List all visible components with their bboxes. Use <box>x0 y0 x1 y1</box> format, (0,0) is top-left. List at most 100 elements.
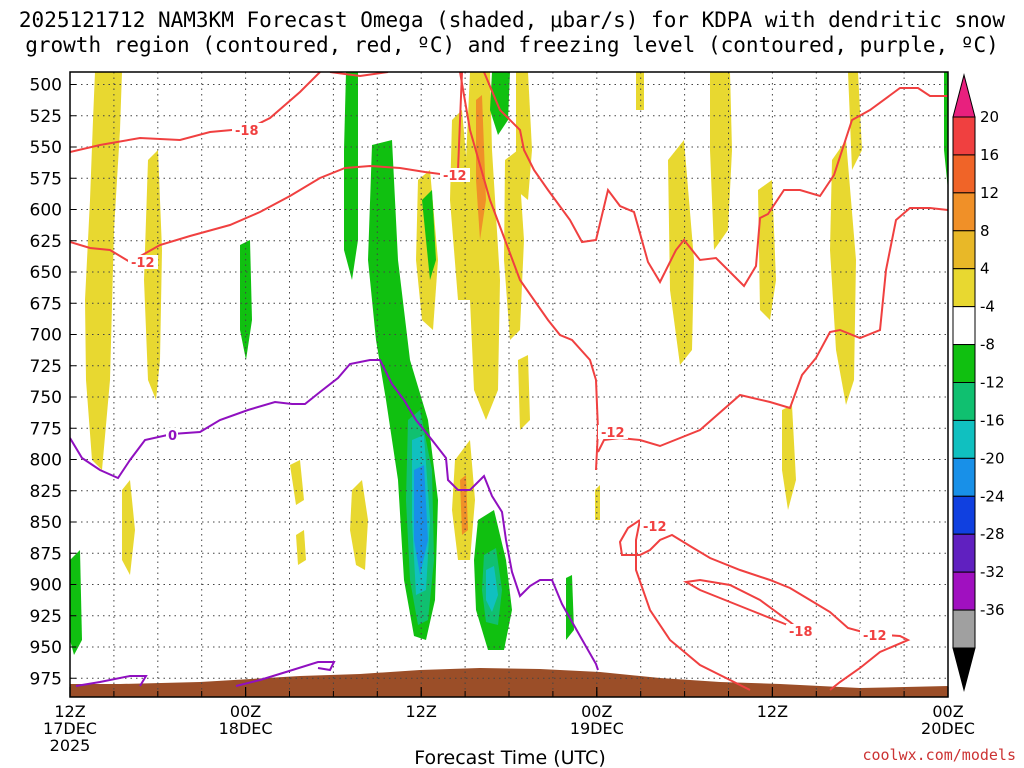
contour-label-red: -18 <box>789 625 813 640</box>
x-tick-label: 00Z <box>230 702 261 721</box>
contour-label-red: -12 <box>601 426 625 441</box>
contour-line-red <box>483 72 948 288</box>
omega-shade-region <box>944 72 948 190</box>
y-tick-label: 525 <box>30 107 62 127</box>
omega-shade-region <box>758 180 776 320</box>
contour-label-red: -12 <box>643 520 667 535</box>
omega-shade-region <box>710 72 732 250</box>
x-tick-label: 12Z <box>406 702 437 721</box>
colorbar-label: 16 <box>980 146 999 164</box>
omega-shade-region <box>668 140 694 365</box>
contour-label-red: -12 <box>443 169 467 184</box>
colorbar-label: 12 <box>980 184 999 202</box>
colorbar-label: -12 <box>980 374 1005 392</box>
omega-shade-region <box>486 566 498 612</box>
contour-line-red <box>459 72 600 471</box>
contour-label-red: -12 <box>863 629 887 644</box>
colorbar-label: 8 <box>980 222 990 240</box>
y-tick-label: 950 <box>30 638 62 658</box>
contour-line-red <box>70 72 321 153</box>
omega-shade-region <box>344 72 358 280</box>
colorbar-label: -4 <box>980 298 995 316</box>
colorbar-arrow-top <box>952 73 976 118</box>
contour-line-purple <box>70 359 599 671</box>
credit-text: coolwx.com/models <box>862 746 1016 764</box>
omega-shade-region <box>830 140 856 405</box>
colorbar-segment <box>952 609 976 649</box>
x-tick-label: 00Z <box>932 702 963 721</box>
y-tick-label: 850 <box>30 513 62 533</box>
colorbar-label: -16 <box>980 411 1005 429</box>
x-tick-label: 19DEC <box>570 719 624 738</box>
colorbar-segment <box>952 457 976 497</box>
colorbar-segment <box>952 230 976 270</box>
colorbar-label: -24 <box>980 487 1005 505</box>
contour-label-red: -12 <box>131 256 155 271</box>
omega-shade-region <box>636 72 644 110</box>
x-tick-label: 2025 <box>50 736 91 755</box>
omega-shade-region <box>122 480 135 575</box>
freezing-level-contours <box>70 359 599 687</box>
y-tick-label: 700 <box>30 326 62 346</box>
omega-shade-region <box>782 405 796 510</box>
colorbar-segment <box>952 306 976 346</box>
dendritic-contours <box>70 72 948 691</box>
contour-line-red <box>329 72 389 78</box>
chart-grid <box>70 72 948 697</box>
contour-line-red <box>597 207 948 453</box>
colorbar-label: -28 <box>980 525 1005 543</box>
contour-line-red <box>618 519 911 691</box>
omega-shade-region <box>450 110 470 300</box>
y-tick-label: 800 <box>30 451 62 471</box>
chart-title-line1: 2025121712 NAM3KM Forecast Omega (shaded… <box>18 8 1006 32</box>
omega-shade-region <box>350 480 368 570</box>
contour-line-red <box>635 519 751 691</box>
x-tick-label: 17DEC <box>43 719 97 738</box>
omega-shade-region <box>595 485 600 520</box>
colorbar-arrow-bottom <box>952 647 976 692</box>
contour-line-purple <box>235 661 336 687</box>
x-tick-label: 12Z <box>757 702 788 721</box>
y-tick-label: 650 <box>30 263 62 283</box>
colorbar-segment <box>952 571 976 611</box>
omega-shade-region <box>144 150 162 400</box>
x-tick-label: 20DEC <box>921 719 975 738</box>
y-tick-label: 775 <box>30 419 62 439</box>
colorbar-label: -32 <box>980 563 1005 581</box>
colorbar-segment <box>952 268 976 308</box>
colorbar-segment <box>952 116 976 156</box>
x-tick-label: 12Z <box>54 702 85 721</box>
colorbar-segment <box>952 154 976 194</box>
omega-shade-region <box>466 72 500 420</box>
y-tick-label: 875 <box>30 544 62 564</box>
chart-title-line2: growth region (contoured, red, ºC) and f… <box>25 33 999 57</box>
x-axis-title: Forecast Time (UTC) <box>414 747 605 768</box>
y-tick-label: 550 <box>30 138 62 158</box>
contour-labels: -18 -12 -12 -12 -12 -18 -12 0 <box>128 123 892 644</box>
y-tick-label: 625 <box>30 232 62 252</box>
colorbar-label: -20 <box>980 449 1005 467</box>
colorbar-segment <box>952 495 976 535</box>
omega-shade-region <box>414 465 428 575</box>
omega-shade-region <box>296 530 306 565</box>
omega-shade-region <box>848 72 862 170</box>
colorbar-label: -36 <box>980 601 1005 619</box>
contour-line-red <box>682 578 801 631</box>
omega-shade-region <box>566 575 574 640</box>
omega-shading <box>70 72 948 655</box>
y-tick-label: 675 <box>30 294 62 314</box>
omega-shade-region <box>290 460 304 505</box>
omega-shade-region <box>240 240 252 360</box>
omega-shade-region <box>70 550 82 655</box>
omega-shade-region <box>422 190 436 280</box>
colorbar-segment <box>952 419 976 459</box>
y-tick-label: 900 <box>30 576 62 596</box>
y-tick-label: 975 <box>30 669 62 689</box>
omega-shade-region <box>85 72 122 470</box>
contour-line-red <box>70 72 463 264</box>
colorbar-segment <box>952 533 976 573</box>
contour-label-red: -18 <box>235 124 259 139</box>
y-tick-label: 825 <box>30 482 62 502</box>
